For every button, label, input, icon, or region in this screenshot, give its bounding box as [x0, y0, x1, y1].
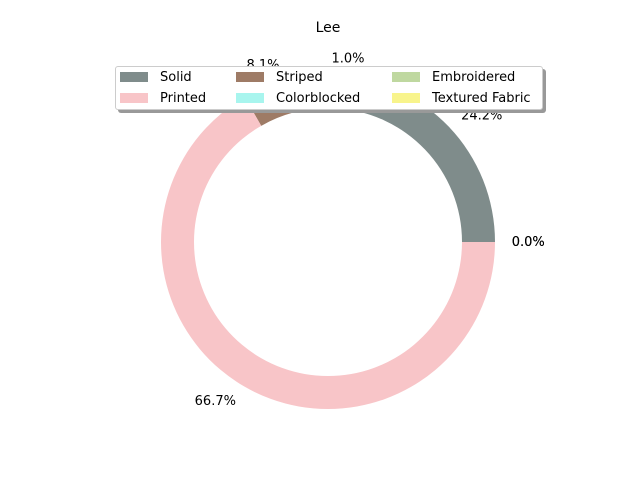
legend-item-colorblocked: Colorblocked [236, 90, 360, 106]
legend-label: Striped [276, 69, 323, 85]
legend-item-striped: Striped [236, 69, 323, 85]
donut-slices [161, 75, 496, 410]
legend-swatch [392, 72, 420, 82]
legend-label: Solid [160, 69, 192, 85]
percent-labels: 24.2%1.0%8.1%66.7%0.0%0.0% [195, 51, 545, 409]
legend-item-printed: Printed [120, 90, 206, 106]
legend-item-textured-fabric: Textured Fabric [392, 90, 531, 106]
legend-swatch [392, 93, 420, 103]
pct-label-embroidered: 0.0% [512, 235, 545, 250]
pct-label-textured-fabric: 0.0% [512, 235, 545, 250]
legend-label: Colorblocked [276, 90, 361, 106]
legend-label: Textured Fabric [432, 90, 531, 106]
legend-item-solid: Solid [120, 69, 192, 85]
legend-swatch [236, 72, 264, 82]
pct-label-colorblocked: 1.0% [331, 51, 364, 66]
pct-label-solid: 24.2% [461, 108, 502, 123]
chart-legend: Solid Striped Embroidered Printed Colorblock… [115, 66, 543, 110]
legend-item-embroidered: Embroidered [392, 69, 515, 85]
legend-label: Embroidered [432, 69, 516, 85]
legend-swatch [236, 93, 264, 103]
legend-swatch [120, 93, 148, 103]
legend-label: Printed [160, 90, 207, 106]
legend-swatch [120, 72, 148, 82]
chart-title: Lee [316, 20, 341, 36]
pct-label-printed: 66.7% [195, 394, 236, 409]
